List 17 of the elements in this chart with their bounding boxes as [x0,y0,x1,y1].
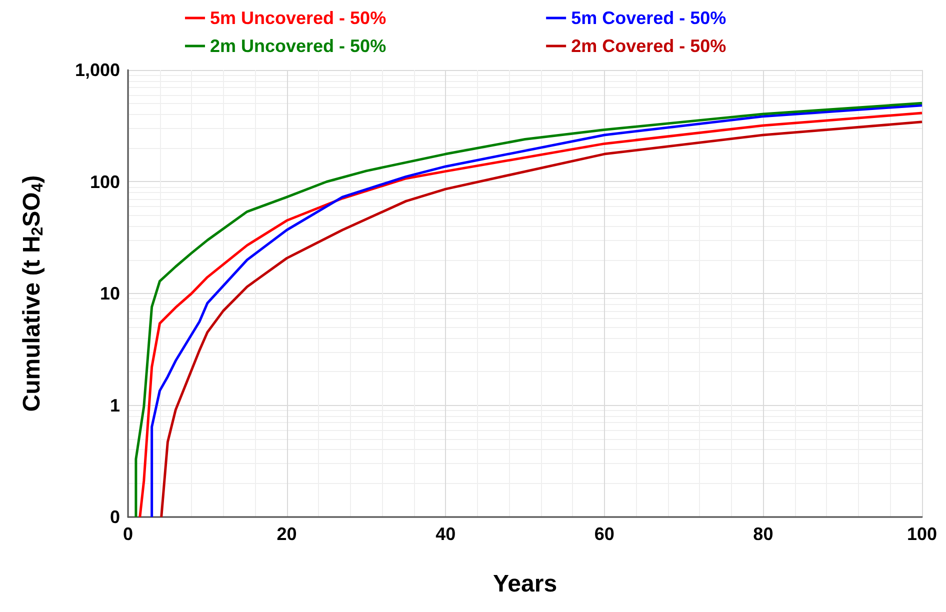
legend-label: 5m Covered - 50% [571,8,726,28]
y-tick-label: 10 [100,284,120,304]
x-axis-title: Years [492,570,558,598]
x-tick-label: 80 [753,524,774,544]
legend-label: 2m Uncovered - 50% [210,36,386,56]
y-tick-label: 100 [90,172,120,192]
x-tick-label: 100 [906,524,938,544]
x-tick-label: 0 [122,524,134,544]
y-tick-label: 0 [110,507,120,527]
legend-label: 2m Covered - 50% [571,36,726,56]
x-tick-label: 60 [594,524,614,544]
y-tick-label: 1 [110,395,120,416]
y-axis-title: Cumulative (t H2SO4) [18,175,46,412]
legend-label: 5m Uncovered - 50% [210,8,386,28]
y-tick-label: 1,000 [74,60,120,80]
x-tick-label: 20 [276,524,297,544]
x-tick-label: 40 [436,524,456,544]
